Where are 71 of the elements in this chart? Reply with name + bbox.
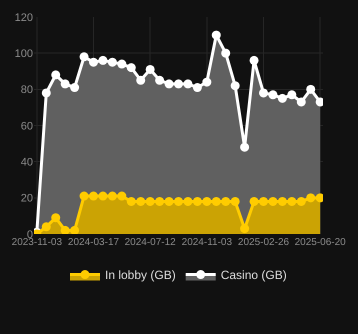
point	[202, 78, 212, 87]
y-tick-label: 40	[20, 156, 33, 169]
point	[278, 196, 287, 206]
point	[42, 222, 51, 232]
point	[287, 196, 296, 206]
point	[42, 88, 51, 98]
point	[146, 64, 155, 74]
point	[108, 58, 117, 67]
x-tick-label: 2024-07-12	[124, 237, 176, 248]
point	[192, 196, 202, 206]
point	[146, 196, 155, 206]
y-tick-label: 20	[20, 192, 33, 205]
point	[126, 196, 136, 206]
point	[230, 196, 240, 206]
point	[136, 76, 146, 85]
x-tick-label: 2024-03-17	[68, 237, 120, 248]
point	[98, 192, 108, 201]
point	[80, 192, 89, 201]
point	[296, 97, 306, 106]
point	[212, 196, 221, 206]
point	[221, 196, 230, 206]
y-tick-label: 100	[14, 48, 33, 60]
point	[240, 224, 250, 234]
point	[60, 79, 70, 88]
point	[268, 90, 278, 100]
point	[80, 52, 89, 62]
point	[108, 192, 117, 201]
point	[230, 81, 240, 90]
point	[136, 196, 146, 206]
point	[70, 226, 80, 234]
point	[70, 83, 80, 92]
point	[60, 226, 70, 234]
point	[250, 196, 259, 206]
point	[259, 88, 268, 98]
point	[306, 84, 316, 94]
y-tick-label: 60	[20, 120, 33, 132]
point	[51, 70, 60, 80]
point	[306, 193, 316, 202]
point	[51, 213, 60, 222]
point	[174, 79, 183, 88]
legend-label: Casino (GB)	[220, 268, 287, 282]
point	[296, 196, 306, 206]
legend-label: In lobby (GB)	[105, 268, 176, 282]
point	[202, 196, 212, 206]
point	[221, 48, 230, 58]
x-tick-label: 2025-06-20	[294, 237, 346, 248]
point	[126, 63, 136, 72]
point	[183, 196, 192, 206]
point	[155, 76, 164, 85]
x-tick-label: 2024-11-03	[182, 237, 232, 248]
y-tick-label: 120	[14, 12, 33, 24]
point	[212, 30, 221, 40]
point	[89, 58, 98, 67]
point	[164, 196, 174, 206]
point	[117, 60, 126, 69]
point	[183, 79, 192, 88]
point	[174, 196, 183, 206]
y-tick-label: 80	[20, 84, 33, 96]
point	[250, 56, 259, 65]
point	[98, 56, 108, 65]
point	[278, 94, 287, 103]
point	[240, 142, 250, 152]
point	[155, 196, 164, 206]
point	[89, 192, 98, 201]
x-tick-label: 2025-02-26	[238, 237, 290, 248]
point	[268, 196, 278, 206]
point	[259, 196, 268, 206]
point	[192, 83, 202, 92]
point	[117, 192, 126, 201]
point	[287, 90, 296, 100]
point	[164, 79, 174, 88]
